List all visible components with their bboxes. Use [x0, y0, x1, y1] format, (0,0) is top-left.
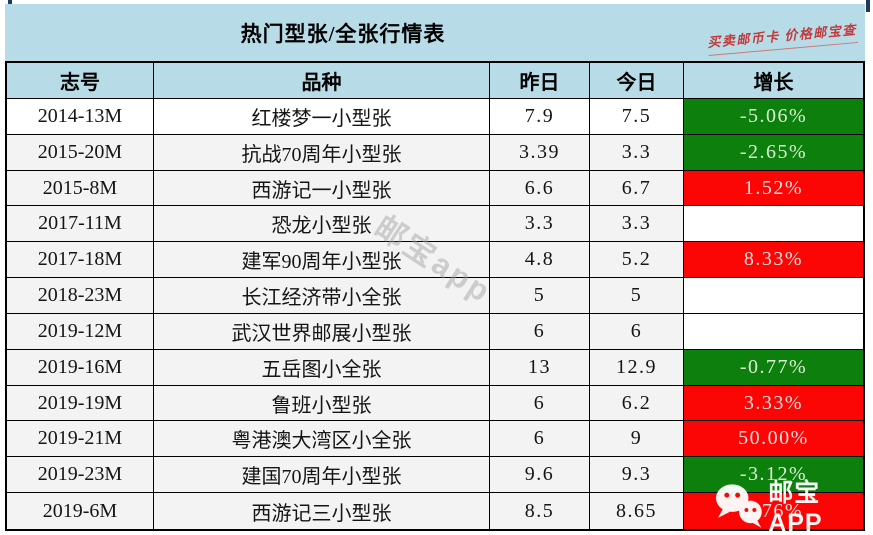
crop-artifact-left [8, 0, 12, 7]
table-row: 2017-18M 建军90周年小型张 4.8 5.2 8.33% [7, 242, 863, 279]
cell-today: 9.3 [590, 457, 684, 494]
table-body: 2014-13M 红楼梦一小型张 7.9 7.5 -5.06% 2015-20M 抗战70周… [7, 99, 863, 529]
cell-today: 9 [590, 421, 684, 458]
cell-yesterday: 4.8 [490, 242, 590, 279]
table-row: 2019-12M 武汉世界邮展小型张 6 6 [7, 313, 863, 350]
cell-yesterday: 6 [490, 313, 590, 350]
cell-id: 2017-18M [7, 242, 154, 279]
cell-id: 2014-13M [7, 99, 154, 135]
cell-name: 武汉世界邮展小型张 [154, 313, 490, 350]
title-band: 热门型张/全张行情表 买卖邮币卡 价格邮宝查 [5, 4, 865, 61]
cell-id: 2019-21M [7, 421, 154, 458]
cell-id: 2019-12M [7, 313, 154, 350]
cell-today: 6.2 [590, 385, 684, 422]
cell-name: 建军90周年小型张 [154, 242, 490, 279]
cell-today: 5 [590, 278, 684, 314]
cell-today: 12.9 [590, 349, 684, 386]
cell-id: 2018-23M [7, 278, 154, 314]
page-title: 热门型张/全张行情表 [240, 21, 446, 46]
cell-change: -0.77% [684, 349, 863, 386]
table-row: 2015-8M 西游记一小型张 6.6 6.7 1.52% [7, 170, 863, 207]
column-header-1: 品种 [154, 63, 490, 99]
table-row: 2015-20M 抗战70周年小型张 3.39 3.3 -2.65% [7, 134, 863, 171]
cell-id: 2019-19M [7, 385, 154, 422]
cell-name: 西游记三小型张 [154, 493, 490, 529]
cell-yesterday: 7.9 [490, 99, 590, 135]
cell-today: 6 [590, 313, 684, 350]
cell-name: 粤港澳大湾区小全张 [154, 421, 490, 458]
cell-name: 五岳图小全张 [154, 349, 490, 386]
cell-name: 西游记一小型张 [154, 170, 490, 207]
cell-change: -5.06% [684, 99, 863, 135]
cell-yesterday: 3.3 [490, 206, 590, 243]
cell-yesterday: 13 [490, 349, 590, 386]
cell-change [684, 313, 863, 350]
column-header-0: 志号 [7, 63, 154, 99]
cell-id: 2019-6M [7, 493, 154, 529]
cell-change: 50.00% [684, 421, 863, 458]
cell-id: 2019-23M [7, 457, 154, 494]
cell-change [684, 278, 863, 314]
cell-yesterday: 5 [490, 278, 590, 314]
cell-today: 3.3 [590, 134, 684, 171]
cell-change: -3.12% [684, 457, 863, 494]
cell-id: 2017-11M [7, 206, 154, 243]
cell-name: 抗战70周年小型张 [154, 134, 490, 171]
cell-today: 8.65 [590, 493, 684, 529]
promo-note: 买卖邮币卡 价格邮宝查 [706, 19, 859, 57]
cell-id: 2015-8M [7, 170, 154, 207]
cell-change: 8.33% [684, 242, 863, 279]
table-row: 2019-16M 五岳图小全张 13 12.9 -0.77% [7, 349, 863, 386]
price-table: 志号 品种 昨日 今日 增长 2014-13M 红楼梦一小型张 7.9 7.5 -5.06% 20… [5, 61, 865, 531]
column-header-3: 今日 [590, 63, 684, 99]
cell-change: 1.76% [684, 493, 863, 529]
table-row: 2019-21M 粤港澳大湾区小全张 6 9 50.00% [7, 421, 863, 458]
cell-name: 长江经济带小全张 [154, 278, 490, 314]
column-header-4: 增长 [684, 63, 863, 99]
cell-today: 7.5 [590, 99, 684, 135]
cell-yesterday: 3.39 [490, 134, 590, 171]
cell-change: -2.65% [684, 134, 863, 171]
cell-name: 恐龙小型张 [154, 206, 490, 243]
table-row: 2017-11M 恐龙小型张 3.3 3.3 [7, 206, 863, 243]
table-row: 2014-13M 红楼梦一小型张 7.9 7.5 -5.06% [7, 99, 863, 135]
cell-id: 2019-16M [7, 349, 154, 386]
cell-today: 5.2 [590, 242, 684, 279]
cell-yesterday: 6.6 [490, 170, 590, 207]
cell-today: 6.7 [590, 170, 684, 207]
cell-change: 3.33% [684, 385, 863, 422]
cell-id: 2015-20M [7, 134, 154, 171]
table-row: 2019-23M 建国70周年小型张 9.6 9.3 -3.12% [7, 457, 863, 494]
cell-yesterday: 9.6 [490, 457, 590, 494]
table-row: 2019-6M 西游记三小型张 8.5 8.65 1.76% [7, 493, 863, 529]
cell-name: 建国70周年小型张 [154, 457, 490, 494]
crop-artifact-right [866, 0, 870, 12]
cell-today: 3.3 [590, 206, 684, 243]
cell-yesterday: 6 [490, 421, 590, 458]
cell-change: 1.52% [684, 170, 863, 207]
cell-yesterday: 6 [490, 385, 590, 422]
cell-name: 红楼梦一小型张 [154, 99, 490, 135]
cell-yesterday: 8.5 [490, 493, 590, 529]
table-header-row: 志号 品种 昨日 今日 增长 [7, 63, 863, 99]
cell-change [684, 206, 863, 243]
table-row: 2018-23M 长江经济带小全张 5 5 [7, 278, 863, 314]
table-row: 2019-19M 鲁班小型张 6 6.2 3.33% [7, 385, 863, 422]
cell-name: 鲁班小型张 [154, 385, 490, 422]
column-header-2: 昨日 [490, 63, 590, 99]
